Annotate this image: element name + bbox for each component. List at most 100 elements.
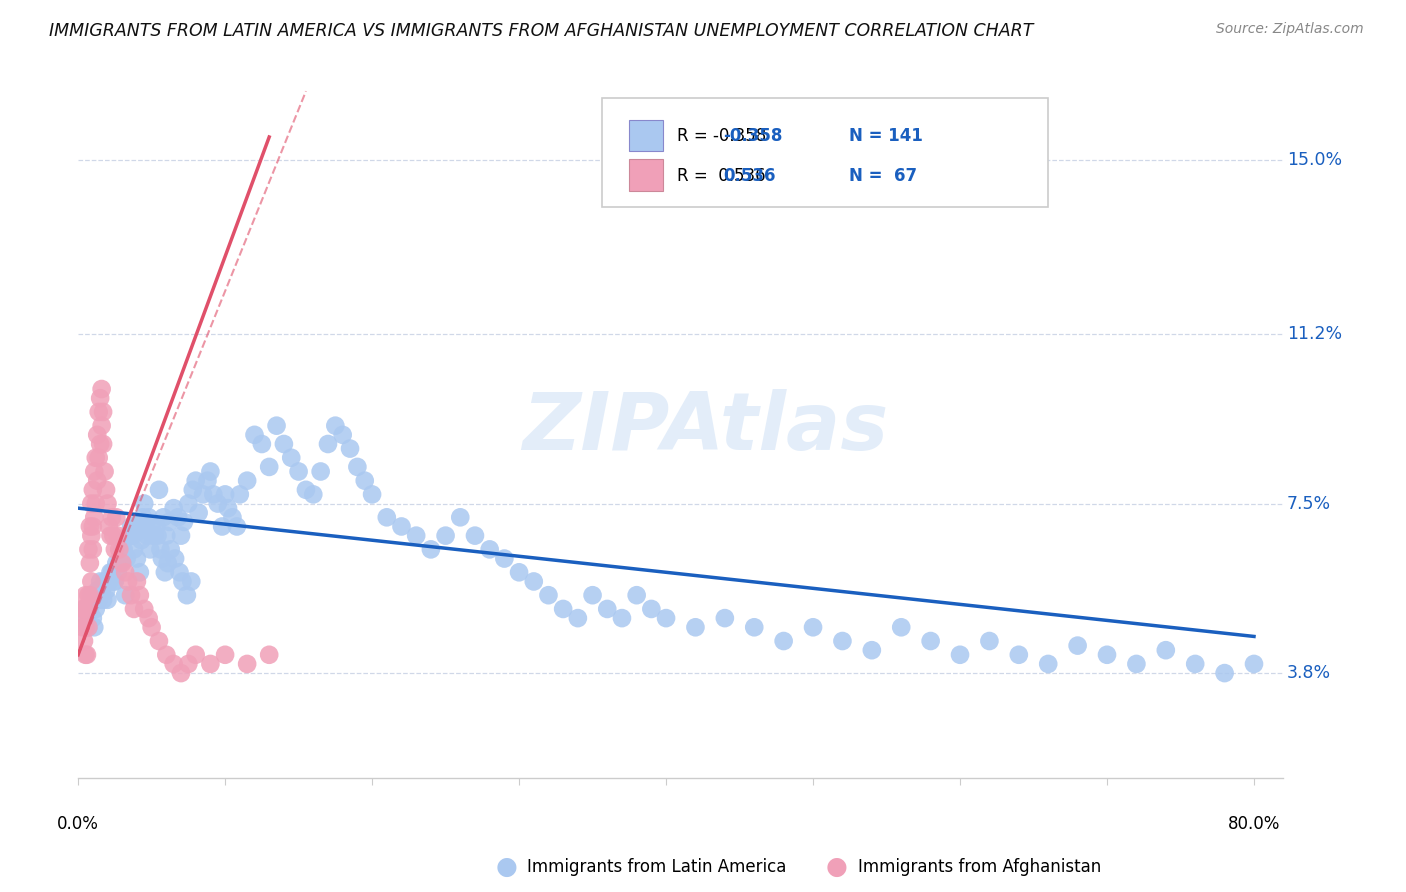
Point (831, 634, 853, 648)
Bar (628, 160, 662, 191)
Point (1066, 639, 1088, 653)
Point (86, 474, 108, 488)
Point (111, 542, 134, 557)
Point (77, 620, 100, 634)
Point (90, 583, 112, 598)
Point (295, 483, 318, 497)
Point (120, 519, 142, 533)
Point (221, 510, 243, 524)
Point (112, 542, 135, 557)
Point (309, 465, 332, 479)
Point (80, 588, 103, 602)
Text: ●: ● (495, 855, 517, 879)
Point (170, 666, 193, 681)
Point (87, 405, 110, 419)
Point (180, 574, 202, 589)
Point (76, 602, 98, 616)
Point (742, 620, 765, 634)
Point (280, 450, 302, 465)
Point (772, 634, 794, 648)
Point (339, 442, 361, 456)
Point (83, 510, 105, 524)
Point (353, 474, 375, 488)
Point (391, 519, 413, 533)
Point (72, 602, 94, 616)
Point (177, 497, 200, 511)
Point (167, 510, 190, 524)
Point (302, 487, 325, 501)
Point (128, 566, 150, 580)
Point (107, 566, 129, 580)
Text: ●: ● (825, 855, 848, 879)
Point (1154, 643, 1177, 657)
Point (128, 588, 150, 602)
Point (163, 657, 186, 671)
Point (82, 611, 104, 625)
Point (236, 657, 259, 671)
Point (626, 588, 648, 602)
Point (79, 556, 101, 570)
Point (596, 602, 619, 616)
Point (134, 602, 156, 616)
Point (98, 519, 121, 533)
Point (89, 574, 111, 589)
Point (156, 556, 179, 570)
Point (346, 459, 368, 474)
Point (214, 487, 236, 501)
Point (243, 427, 266, 442)
Point (77, 620, 100, 634)
Point (114, 566, 136, 580)
Text: R = -0.358: R = -0.358 (678, 127, 766, 145)
Point (332, 427, 354, 442)
Point (200, 465, 222, 479)
Point (184, 648, 207, 662)
Point (640, 602, 662, 616)
Point (316, 437, 339, 451)
Point (163, 501, 186, 516)
Point (159, 542, 181, 557)
Point (82, 483, 104, 497)
Point (523, 574, 546, 589)
Point (82, 542, 104, 557)
Point (79, 519, 101, 533)
Point (104, 542, 127, 557)
Text: 11.2%: 11.2% (1286, 325, 1343, 343)
Point (1213, 666, 1236, 681)
Text: -0.358: -0.358 (723, 127, 782, 145)
Point (139, 542, 162, 557)
Point (325, 418, 347, 433)
Point (148, 483, 170, 497)
Point (115, 551, 138, 566)
Point (94, 583, 117, 598)
Bar (628, 120, 662, 151)
Point (155, 528, 177, 542)
Point (86, 427, 108, 442)
Point (494, 551, 516, 566)
Point (134, 497, 156, 511)
Point (920, 634, 942, 648)
Point (125, 574, 148, 589)
Point (1008, 648, 1031, 662)
Point (94, 483, 117, 497)
Point (90, 418, 112, 433)
Point (96, 592, 118, 607)
Point (100, 566, 122, 580)
Point (86, 583, 108, 598)
Point (73, 634, 96, 648)
Point (138, 510, 160, 524)
Point (125, 551, 148, 566)
Point (80, 497, 103, 511)
Point (169, 566, 191, 580)
Point (1038, 657, 1060, 671)
Point (87, 592, 110, 607)
Point (84, 450, 107, 465)
Point (146, 528, 169, 542)
Text: N = 141: N = 141 (849, 127, 924, 145)
Point (165, 551, 187, 566)
Point (155, 648, 177, 662)
Point (181, 483, 204, 497)
Point (82, 519, 104, 533)
Point (72, 620, 94, 634)
Point (361, 487, 384, 501)
Point (508, 566, 530, 580)
